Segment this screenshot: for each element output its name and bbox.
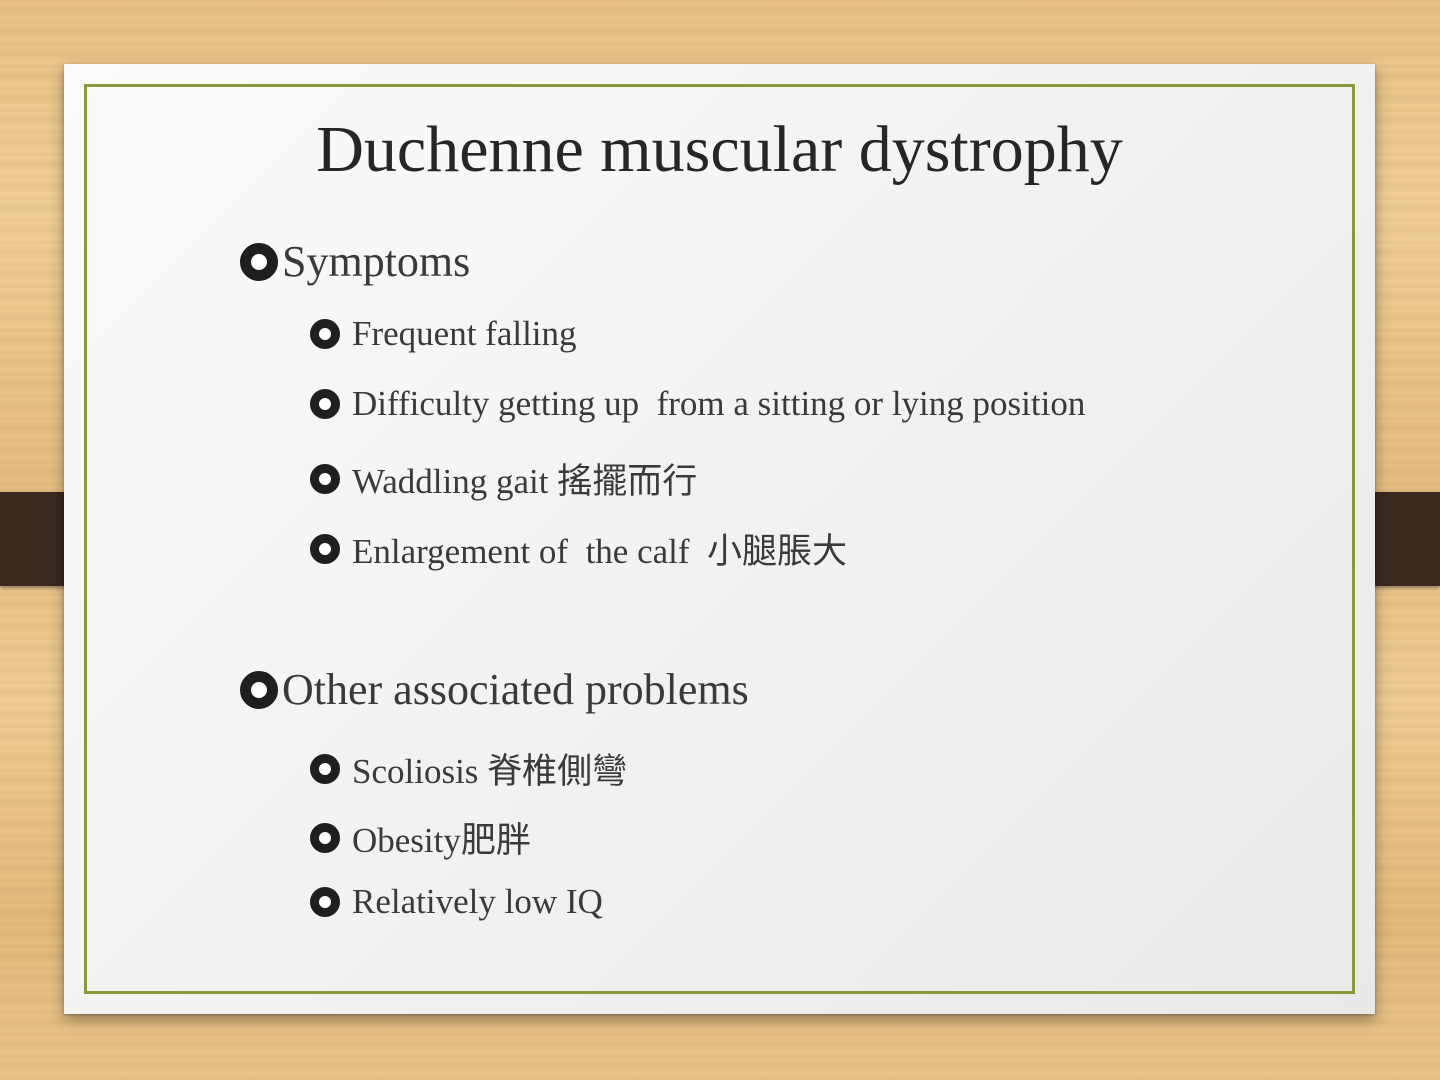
ring-bullet-icon: [240, 242, 278, 281]
list-item: Difficulty getting up from a sitting or …: [310, 384, 1085, 424]
ring-bullet-icon: [310, 389, 340, 419]
ring-bullet-icon: [310, 319, 340, 349]
section-label: Symptoms: [282, 237, 471, 286]
list-item-text: Scoliosis 脊椎側彎: [352, 752, 628, 791]
ring-bullet-icon: [240, 670, 278, 709]
ring-bullet-icon: [310, 463, 340, 494]
list-item: Relatively low IQ: [310, 882, 603, 922]
list-item: Scoliosis 脊椎側彎: [310, 743, 627, 794]
section-other-problems: Other associated problems: [240, 664, 749, 715]
list-item: Waddling gait 搖擺而行: [310, 453, 697, 504]
list-item-text: Relatively low IQ: [352, 882, 603, 921]
slide-frame: [84, 84, 1355, 994]
list-item-text: Enlargement of the calf 小腿脹大: [352, 532, 848, 571]
list-item: Obesity肥胖: [310, 812, 531, 863]
slide-title: Duchenne muscular dystrophy: [316, 113, 1123, 186]
ring-bullet-icon: [310, 533, 340, 564]
list-item-text: Waddling gait 搖擺而行: [352, 462, 698, 501]
list-item-text: Frequent falling: [352, 314, 577, 353]
list-item-text: Difficulty getting up from a sitting or …: [352, 384, 1086, 423]
ring-bullet-icon: [310, 822, 340, 853]
section-symptoms: Symptoms: [240, 236, 470, 287]
list-item: Enlargement of the calf 小腿脹大: [310, 523, 847, 574]
list-item-text: Obesity肥胖: [352, 821, 531, 860]
ring-bullet-icon: [310, 887, 340, 917]
ring-bullet-icon: [310, 753, 340, 784]
slide-paper: Duchenne muscular dystrophy Symptoms Fre…: [64, 64, 1375, 1014]
list-item: Frequent falling: [310, 314, 577, 354]
section-label: Other associated problems: [282, 665, 749, 714]
